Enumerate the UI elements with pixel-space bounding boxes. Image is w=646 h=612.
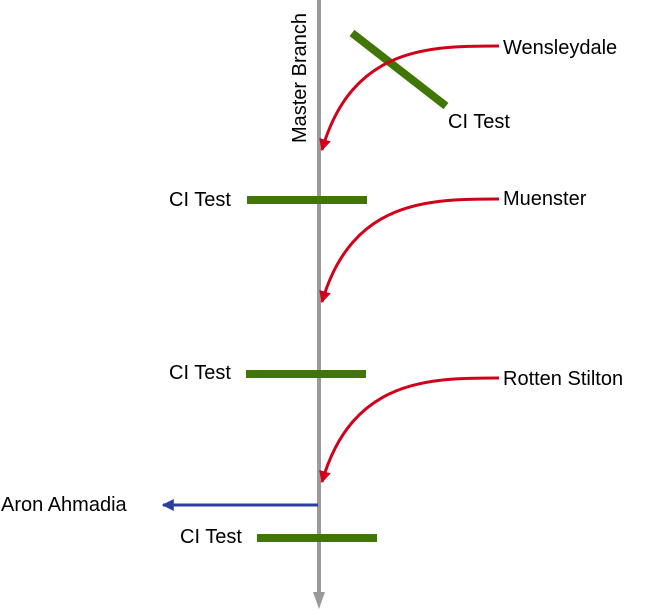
ci-test-label-4: CI Test [180,526,242,548]
merge-arrow-wensleydale [319,44,500,152]
ci-test-label-3: CI Test [169,362,231,384]
merge-label-rotten-stilton: Rotten Stilton [503,368,624,390]
ci-test-label-2: CI Test [169,189,231,211]
merge-label-muenster: Muenster [503,188,587,210]
master-branch-label: Master Branch [289,12,311,144]
ci-test-label-1: CI Test [448,111,510,133]
merge-arrow-rotten-stilton [319,376,500,484]
ci-test-bar-1 [349,29,449,110]
merge-label-wensleydale: Wensleydale [503,37,618,59]
merge-arrow-muenster [319,197,500,304]
output-label-aron-ahmadia: Aron Ahmadia [1,494,127,516]
master-branch-arrowhead [313,592,325,609]
